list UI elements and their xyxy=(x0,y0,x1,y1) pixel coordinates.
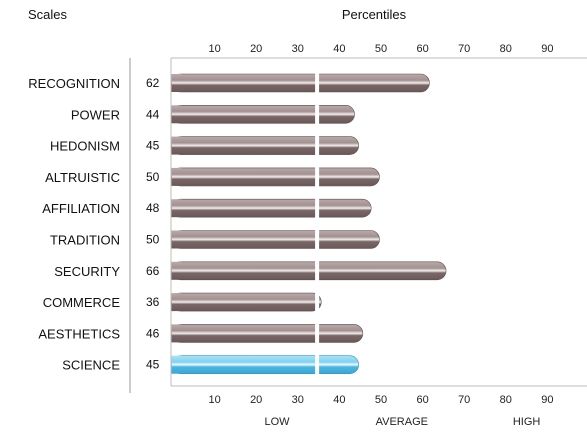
bar-row: ALTRUISTIC 50 xyxy=(45,164,380,189)
average-divider xyxy=(315,102,320,127)
percentiles-label: Percentiles xyxy=(342,7,407,22)
bar-row: AFFILIATION 48 xyxy=(42,196,372,221)
bar-row: HEDONISM 45 xyxy=(50,133,359,158)
band-label: LOW xyxy=(264,416,290,428)
bottom-tick-label: 10 xyxy=(208,394,220,406)
average-divider xyxy=(315,321,320,346)
bar xyxy=(171,136,359,155)
bar-left-cap xyxy=(171,136,182,155)
bar xyxy=(171,198,372,218)
band-labels: LOW AVERAGE HIGH xyxy=(264,416,540,428)
bar xyxy=(171,105,355,124)
top-tick-label: 70 xyxy=(458,43,470,55)
bar-left-cap xyxy=(171,105,182,124)
bar-row: COMMERCE 36 xyxy=(43,290,322,315)
bar-left-cap xyxy=(171,199,182,218)
bar-row: POWER 44 xyxy=(71,102,355,127)
bar xyxy=(171,261,447,281)
scale-label: AESTHETICS xyxy=(38,326,120,341)
value-label: 45 xyxy=(146,358,160,372)
bar xyxy=(171,230,380,249)
bottom-tick-labels: 10 20 30 40 50 60 70 80 90 xyxy=(208,394,553,406)
bottom-tick-label: 90 xyxy=(541,394,553,406)
bar-row: SECURITY 66 xyxy=(54,258,447,283)
bar-row: RECOGNITION 62 xyxy=(28,71,430,95)
value-label: 46 xyxy=(146,326,160,340)
bar-left-cap xyxy=(171,261,182,280)
value-label: 36 xyxy=(146,295,160,309)
bar-left-cap xyxy=(171,230,182,249)
value-label: 66 xyxy=(146,264,160,278)
top-tick-label: 60 xyxy=(416,43,428,55)
average-divider xyxy=(315,196,320,221)
top-tick-labels: 10 20 30 40 50 60 70 80 90 xyxy=(208,43,553,55)
average-divider xyxy=(315,352,320,377)
bar xyxy=(171,167,380,187)
scale-label: HEDONISM xyxy=(50,139,120,154)
bottom-tick-label: 70 xyxy=(458,394,470,406)
bar xyxy=(171,324,364,343)
bar-left-cap xyxy=(171,167,182,186)
average-divider xyxy=(315,290,320,315)
top-tick-label: 50 xyxy=(375,43,387,55)
bar-left-cap xyxy=(171,293,182,312)
scale-label: SECURITY xyxy=(54,264,120,279)
scale-label: RECOGNITION xyxy=(28,76,120,91)
bottom-tick-label: 40 xyxy=(333,394,345,406)
bar-highlighted xyxy=(171,355,359,375)
bar-row: AESTHETICS 46 xyxy=(38,321,364,346)
bottom-tick-label: 30 xyxy=(292,394,304,406)
scale-label: COMMERCE xyxy=(43,295,121,310)
top-tick-label: 10 xyxy=(208,43,220,55)
bar xyxy=(171,73,430,93)
bar-left-cap xyxy=(171,324,182,343)
value-label: 50 xyxy=(146,170,160,184)
bar-left-cap xyxy=(171,355,182,374)
value-label: 50 xyxy=(146,233,160,247)
scale-label: SCIENCE xyxy=(62,358,120,373)
top-tick-label: 90 xyxy=(541,43,553,55)
scale-label: ALTRUISTIC xyxy=(45,170,120,185)
scale-label: AFFILIATION xyxy=(42,201,120,216)
value-label: 44 xyxy=(146,107,160,121)
top-tick-label: 40 xyxy=(333,43,345,55)
band-label: HIGH xyxy=(513,416,541,428)
bottom-tick-label: 80 xyxy=(500,394,512,406)
top-tick-label: 30 xyxy=(292,43,304,55)
value-label: 45 xyxy=(146,139,160,153)
value-label: 62 xyxy=(146,76,160,90)
scale-label: POWER xyxy=(71,107,120,122)
bottom-tick-label: 50 xyxy=(375,394,387,406)
band-label: AVERAGE xyxy=(376,416,428,428)
average-divider xyxy=(315,258,320,283)
top-tick-label: 80 xyxy=(500,43,512,55)
bar-row: TRADITION 50 xyxy=(50,227,380,252)
average-divider xyxy=(315,133,320,158)
bottom-tick-label: 20 xyxy=(250,394,262,406)
bottom-tick-label: 60 xyxy=(416,394,428,406)
top-tick-label: 20 xyxy=(250,43,262,55)
scale-label: TRADITION xyxy=(50,233,120,248)
value-label: 48 xyxy=(146,201,160,215)
average-divider xyxy=(315,227,320,252)
average-divider xyxy=(315,71,320,95)
bar xyxy=(171,292,322,312)
bar-rows: RECOGNITION 62 POWER 44 HEDONISM 45 ALTRUISTIC… xyxy=(28,71,447,377)
scales-label: Scales xyxy=(28,7,68,22)
bar-row: SCIENCE 45 xyxy=(62,352,359,377)
average-divider xyxy=(315,164,320,189)
bar-left-cap xyxy=(171,74,182,92)
